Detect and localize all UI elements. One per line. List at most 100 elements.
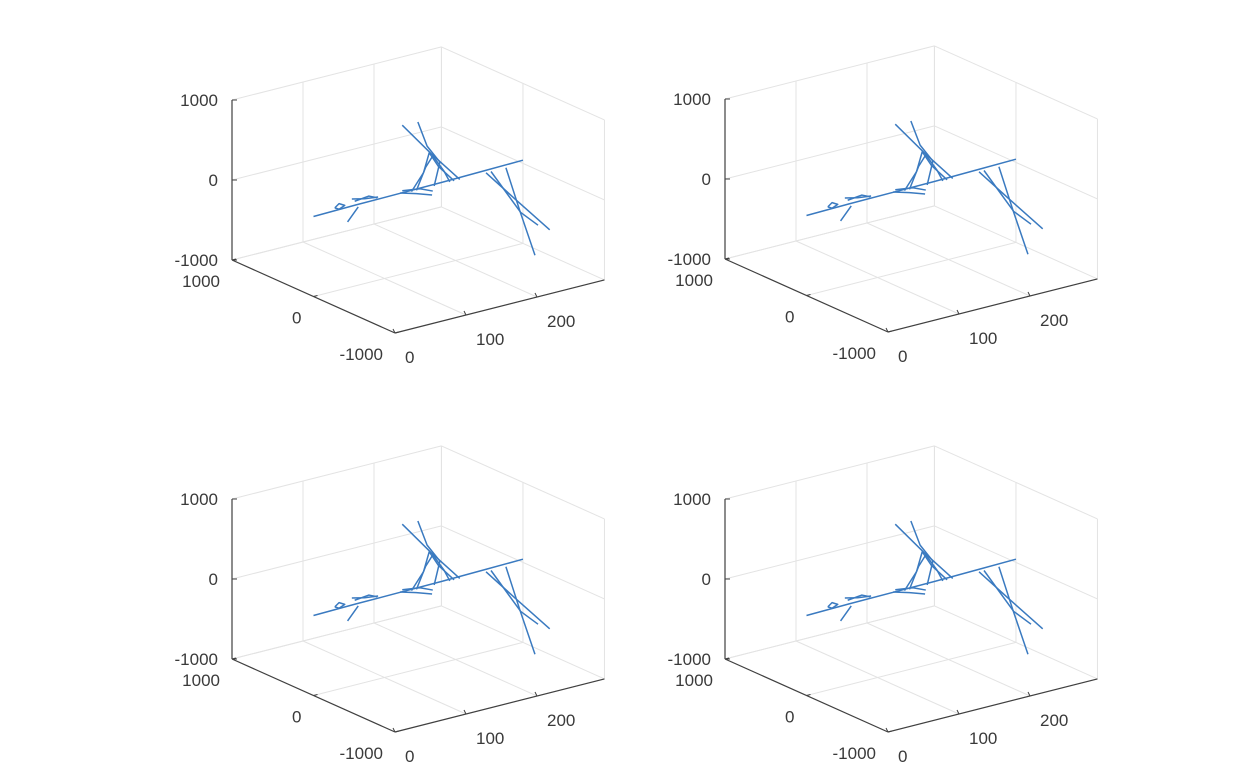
y-tick-label: 1000 [182, 272, 220, 291]
y-tick [313, 694, 318, 696]
grid-line [934, 525, 1098, 600]
x-tick [463, 709, 467, 715]
x-tick [956, 309, 960, 315]
z-tick-label: -1000 [175, 650, 218, 669]
data-line [354, 195, 378, 202]
y-tick-label: 1000 [675, 271, 713, 290]
z-tick-label: 1000 [180, 91, 218, 110]
data-line [415, 554, 451, 590]
y-tick-label: -1000 [340, 744, 383, 763]
data-line [346, 206, 359, 223]
y-tick-label: 0 [292, 708, 301, 727]
y-tick [887, 330, 893, 333]
data-line [334, 601, 346, 609]
grid-line [724, 125, 935, 180]
x-tick-label: 100 [476, 330, 504, 349]
x-tick-label: 200 [547, 711, 575, 730]
data-line [910, 120, 934, 186]
data-line [490, 171, 539, 226]
data-line [895, 586, 926, 591]
grid-line [724, 525, 935, 580]
x-tick [463, 310, 467, 316]
data-line [983, 570, 1032, 625]
y-tick-label: -1000 [833, 744, 876, 763]
x-tick [956, 709, 960, 715]
x-tick-label: 0 [405, 348, 414, 367]
x-tick-label: 100 [969, 329, 997, 348]
data-line [893, 591, 926, 595]
subplot-2: 1000 0 -1000 1000 0 -1000 0 100 200 [668, 45, 1098, 366]
data-line [908, 554, 944, 590]
x-tick-label: 0 [898, 347, 907, 366]
z-tick-label: 0 [702, 570, 711, 589]
grid-line [441, 445, 605, 520]
grid-line [231, 605, 442, 660]
x-tick-label: 0 [405, 747, 414, 766]
y-tick-label: 1000 [182, 671, 220, 690]
y-tick-label: 0 [292, 309, 301, 328]
subplot-4: 1000 0 -1000 1000 0 -1000 0 100 200 [668, 445, 1098, 766]
z-tick-label: -1000 [668, 650, 711, 669]
y-tick [806, 294, 811, 296]
data-line [400, 192, 433, 196]
data-line [401, 523, 461, 579]
x-tick-label: 0 [898, 747, 907, 766]
y-tick [313, 295, 318, 297]
x-tick [392, 328, 396, 334]
z-tick-label: 0 [209, 570, 218, 589]
data-line [490, 570, 539, 625]
grid-line [934, 445, 1098, 520]
data-line [894, 123, 954, 179]
data-line [847, 194, 871, 201]
z-tick-label: 1000 [673, 490, 711, 509]
data-line [417, 520, 441, 586]
y-tick-label: 1000 [675, 671, 713, 690]
z-tick-label: 1000 [180, 490, 218, 509]
x-axis [887, 278, 1098, 333]
data-line [334, 202, 346, 210]
x-tick [1027, 291, 1031, 297]
y-tick [231, 258, 237, 261]
x-tick [885, 727, 889, 733]
x-tick [1027, 691, 1031, 697]
data-line [894, 523, 954, 579]
y-tick [887, 730, 893, 733]
data-line [978, 171, 1044, 230]
y-tick [231, 657, 237, 660]
x-tick-label: 200 [547, 312, 575, 331]
z-tick-label: -1000 [668, 250, 711, 269]
data-line [839, 605, 852, 622]
x-tick [392, 727, 396, 733]
data-line [401, 124, 461, 180]
data-line [908, 154, 944, 190]
x-tick-label: 100 [476, 729, 504, 748]
x-tick [885, 327, 889, 333]
x-axis [394, 279, 605, 334]
x-axis [394, 678, 605, 733]
z-tick-label: 1000 [673, 90, 711, 109]
data-line [910, 520, 934, 586]
x-tick-label: 100 [969, 729, 997, 748]
data-line [839, 205, 852, 222]
data-line [895, 186, 926, 191]
data-line [485, 172, 551, 231]
grid-line [441, 46, 605, 121]
grid-line [313, 641, 524, 696]
data-line [346, 605, 359, 622]
data-line [827, 201, 839, 209]
x-tick [534, 691, 538, 697]
grid-line [724, 45, 935, 100]
data-line [415, 155, 451, 191]
data-line [827, 601, 839, 609]
x-tick-label: 200 [1040, 311, 1068, 330]
grid-line [231, 525, 442, 580]
grid-line [441, 525, 605, 600]
grid-line [231, 206, 442, 261]
y-tick [394, 730, 400, 733]
grid-line [934, 45, 1098, 120]
data-line [402, 187, 433, 192]
grid-line [231, 46, 442, 101]
grid-line [806, 241, 1017, 296]
x-axis [887, 678, 1098, 733]
